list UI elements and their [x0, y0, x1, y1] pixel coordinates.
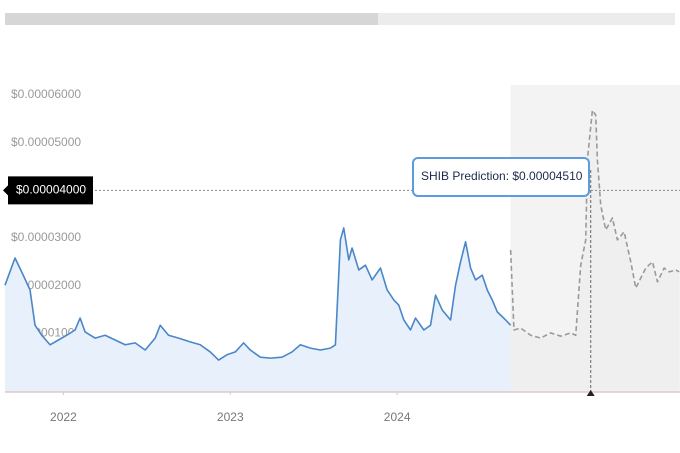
scroll-track-active [5, 13, 378, 25]
x-tick-label: 2023 [217, 410, 244, 424]
area [510, 110, 680, 393]
crosshair-tag [3, 176, 93, 205]
y-tick-label: $0.00003000 [11, 230, 81, 244]
x-tick-label: 2022 [50, 410, 77, 424]
annotation-text: SHIB Prediction: $0.00004510 [421, 169, 583, 183]
area [5, 227, 511, 392]
annotation-box [412, 157, 590, 197]
y-tick-label: $0.00006000 [11, 87, 81, 101]
y-tick-label: $0.00005000 [11, 135, 81, 149]
forecast-line [509, 109, 680, 339]
scroll-track [378, 13, 675, 25]
annotation-pointer [586, 390, 595, 396]
crosshair-label: $0.00004000 [16, 183, 86, 197]
price-line [4, 227, 512, 361]
x-tick-label: 2024 [384, 410, 411, 424]
